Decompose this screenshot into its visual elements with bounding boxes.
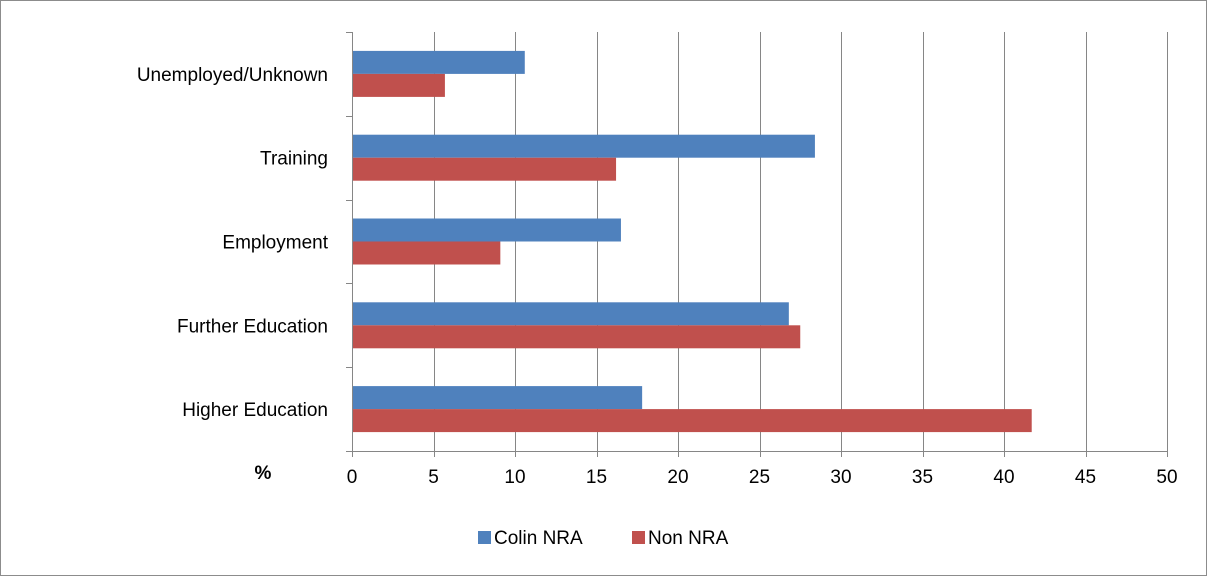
bars: [353, 50, 1032, 433]
x-tick-label: 15: [586, 467, 607, 488]
bar-series-2: [353, 325, 801, 349]
bar-series-2: [353, 157, 617, 181]
category-label: Higher Education: [182, 400, 328, 421]
bar-series-2: [353, 409, 1032, 433]
bar-series-1: [353, 386, 643, 410]
category-label: Unemployed/Unknown: [137, 65, 328, 86]
x-tick-label: 50: [1156, 467, 1177, 488]
bar-series-1: [353, 302, 789, 326]
legend-swatch: [478, 531, 491, 544]
x-tick-label: 20: [667, 467, 688, 488]
x-tick-label: 10: [504, 467, 525, 488]
x-tick-label: 25: [749, 467, 770, 488]
bar-series-1: [353, 218, 621, 242]
x-tick-label: 0: [347, 467, 358, 488]
category-label: Training: [260, 149, 328, 170]
x-tick-label: 5: [428, 467, 439, 488]
gridlines: [434, 32, 1168, 451]
legend-label: Non NRA: [648, 528, 729, 549]
bar-series-1: [353, 134, 815, 158]
x-tick-label: 30: [830, 467, 851, 488]
bar-series-2: [353, 241, 501, 265]
legend-label: Colin NRA: [494, 528, 583, 549]
x-tick-label: 40: [993, 467, 1014, 488]
axes: [346, 32, 1168, 457]
category-label: Further Education: [177, 316, 328, 337]
category-label: Employment: [222, 233, 328, 254]
x-tick-label: 45: [1075, 467, 1096, 488]
x-axis-label: %: [255, 463, 272, 484]
x-tick-label: 35: [912, 467, 933, 488]
bar-series-1: [353, 50, 525, 74]
legend-swatch: [632, 531, 645, 544]
labels: % 0 5 10 15 20 25 30 35 40 45 50 Higher Education Fu…: [137, 65, 1178, 488]
legend: Colin NRA Non NRA: [478, 528, 729, 549]
bar-series-2: [353, 73, 445, 97]
